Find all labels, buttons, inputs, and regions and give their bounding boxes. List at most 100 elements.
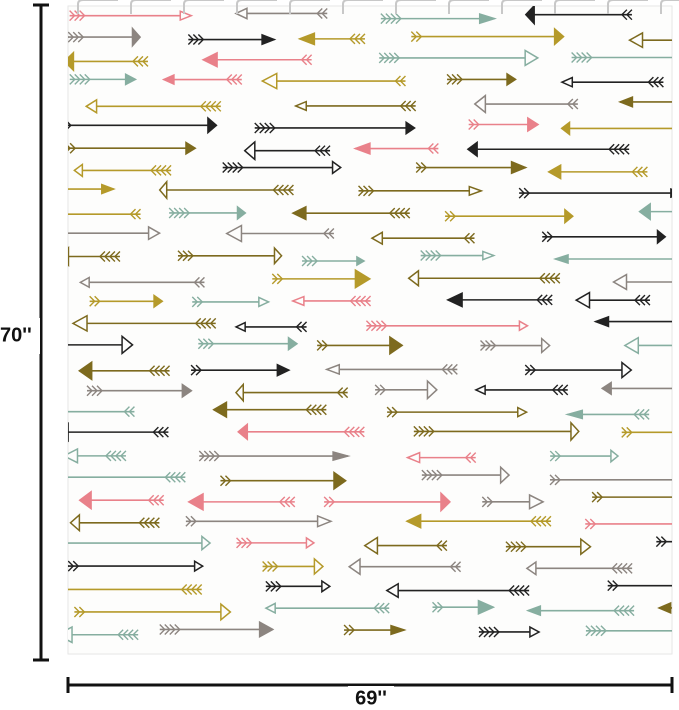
arrow-fletching bbox=[103, 250, 111, 262]
arrow-fletching bbox=[86, 385, 93, 397]
arrow-head bbox=[77, 360, 93, 381]
arrow-head bbox=[518, 319, 530, 332]
arrow-fletching bbox=[79, 10, 86, 22]
arrow-fletching bbox=[486, 496, 494, 508]
arrow bbox=[627, 31, 672, 49]
arrow-head bbox=[53, 582, 61, 597]
arrow-fletching bbox=[481, 496, 489, 508]
arrow-head bbox=[71, 314, 88, 333]
arrow-head bbox=[121, 334, 134, 355]
arrow-fletching bbox=[576, 51, 583, 63]
arrow-fletching bbox=[611, 562, 618, 574]
arrow-head bbox=[131, 26, 142, 48]
arrow-head bbox=[547, 163, 562, 180]
arrow-fletching bbox=[510, 541, 517, 553]
arrow-head bbox=[529, 625, 541, 639]
arrow-fletching bbox=[122, 629, 129, 641]
arrow bbox=[190, 363, 291, 377]
arrow-head bbox=[291, 205, 307, 221]
arrow-fletching bbox=[288, 496, 296, 508]
arrow-fletching bbox=[483, 626, 490, 638]
arrow bbox=[621, 426, 672, 438]
arrow bbox=[243, 140, 331, 162]
arrow-fletching bbox=[195, 583, 203, 595]
arrow bbox=[657, 601, 672, 614]
arrow-fletching bbox=[561, 384, 569, 396]
arrow-head bbox=[405, 451, 421, 464]
arrow-fletching bbox=[612, 580, 619, 592]
arrow-fletching bbox=[259, 122, 266, 134]
arrow-head bbox=[564, 208, 574, 225]
height-label: 70'' bbox=[0, 324, 32, 346]
arrow-fletching bbox=[505, 541, 512, 553]
arrow-head bbox=[69, 513, 81, 533]
arrow bbox=[254, 120, 416, 136]
arrow-fletching bbox=[488, 626, 495, 638]
arrow-fletching bbox=[138, 517, 145, 529]
arrow-fletching bbox=[287, 184, 294, 196]
arrow-head bbox=[161, 73, 175, 86]
arrow-fletching bbox=[595, 625, 602, 637]
arrow-head bbox=[527, 116, 540, 133]
arrow bbox=[53, 582, 203, 597]
arrow-head bbox=[553, 27, 565, 46]
arrow-fletching bbox=[191, 296, 199, 308]
arrow-fletching bbox=[264, 122, 271, 134]
arrow-fletching bbox=[108, 250, 116, 262]
arrow-fletching bbox=[546, 294, 553, 306]
arrow-fletching bbox=[613, 143, 620, 155]
arrow bbox=[262, 557, 325, 576]
arrow-fletching bbox=[386, 406, 394, 418]
arrow-fletching bbox=[388, 207, 396, 219]
arrow bbox=[271, 268, 372, 289]
arrow bbox=[432, 599, 496, 615]
arrow-head bbox=[68, 50, 75, 72]
arrow-head bbox=[158, 179, 168, 201]
arrow bbox=[73, 162, 172, 178]
arrow-fletching bbox=[78, 606, 86, 618]
arrow-head bbox=[332, 450, 351, 462]
arrow-fletching bbox=[225, 74, 233, 86]
arrow bbox=[405, 451, 477, 464]
arrow-fletching bbox=[164, 623, 171, 635]
arrow-fletching bbox=[571, 98, 579, 110]
arrow-head bbox=[316, 514, 333, 528]
arrow-fletching bbox=[267, 560, 274, 572]
arrow-fletching bbox=[430, 250, 437, 262]
arrow-fletching bbox=[590, 625, 597, 637]
arrow-fletching bbox=[197, 34, 205, 46]
arrow-fletching bbox=[591, 491, 599, 503]
arrow-head bbox=[51, 405, 59, 418]
arrow bbox=[415, 160, 528, 175]
arrow-fletching bbox=[119, 450, 127, 462]
arrow-fletching bbox=[209, 317, 217, 329]
arrow-fletching bbox=[409, 100, 417, 112]
arrow bbox=[370, 230, 475, 246]
arrow-fletching bbox=[157, 426, 164, 438]
arrow-fletching bbox=[96, 385, 103, 397]
arrow-fletching bbox=[643, 294, 651, 306]
arrow-fletching bbox=[169, 623, 176, 635]
arrow-head bbox=[187, 492, 204, 512]
arrow-fletching bbox=[50, 228, 55, 238]
arrow-fletching bbox=[625, 9, 633, 21]
arrow bbox=[68, 116, 218, 135]
arrow-head bbox=[353, 142, 371, 155]
arrow-fletching bbox=[660, 536, 668, 548]
arrow-fletching bbox=[383, 52, 391, 64]
arrow-head bbox=[260, 72, 278, 90]
arrow-fletching bbox=[162, 426, 169, 438]
arrow-head bbox=[234, 382, 245, 403]
arrow bbox=[591, 491, 672, 503]
arrow bbox=[234, 382, 349, 403]
arrow bbox=[363, 536, 448, 556]
arrow-head bbox=[124, 72, 138, 86]
arrow-head bbox=[482, 250, 496, 261]
arrow-fletching bbox=[589, 518, 597, 530]
arrow bbox=[525, 604, 635, 617]
arrow bbox=[68, 183, 116, 195]
arrow-fletching bbox=[123, 406, 130, 418]
arrow-fletching bbox=[321, 339, 329, 351]
arrow-fletching bbox=[69, 73, 76, 85]
arrow-fletching bbox=[616, 562, 623, 574]
